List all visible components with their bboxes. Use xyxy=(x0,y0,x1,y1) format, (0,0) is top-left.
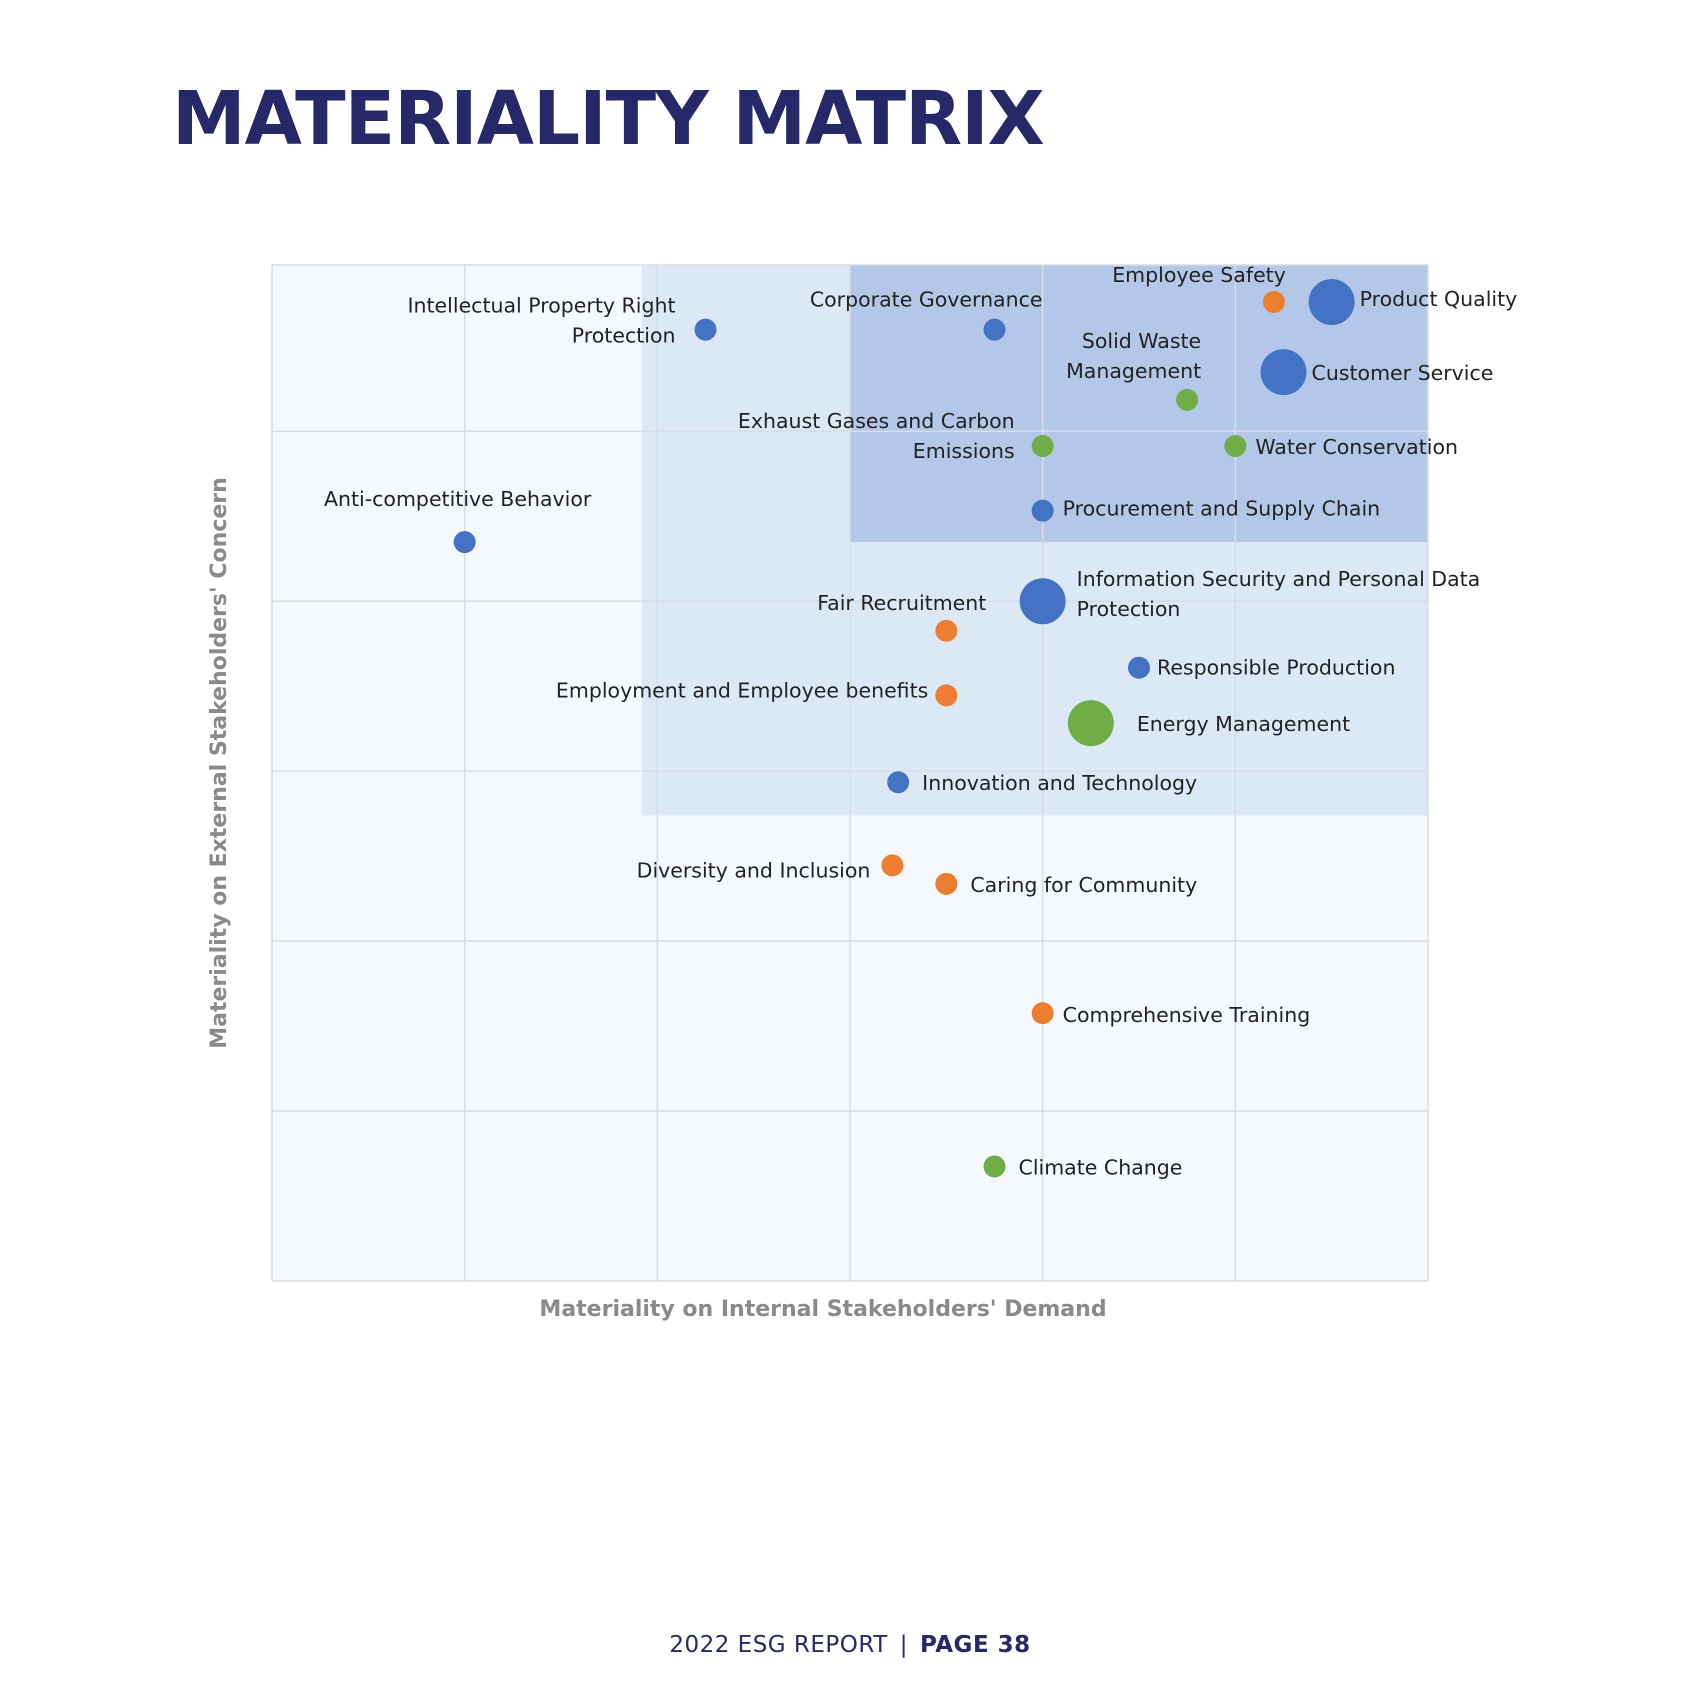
data-label: Exhaust Gases and Carbon Emissions xyxy=(738,409,1015,463)
data-point xyxy=(983,318,1006,341)
data-point xyxy=(935,872,958,895)
data-point xyxy=(935,619,958,642)
data-label: Climate Change xyxy=(1019,1155,1183,1179)
footer-page-number: PAGE 38 xyxy=(920,1632,1031,1658)
data-label: Information Security and Personal Data Pr… xyxy=(1077,567,1481,621)
data-point xyxy=(983,1155,1006,1178)
data-label: Product Quality xyxy=(1360,287,1518,311)
data-point xyxy=(887,771,910,794)
page-title: MATERIALITY MATRIX xyxy=(172,76,1045,162)
data-label: Solid Waste Management xyxy=(1066,329,1201,383)
data-label: Fair Recruitment xyxy=(817,591,986,615)
data-label: Customer Service xyxy=(1312,361,1494,385)
data-label: Corporate Governance xyxy=(810,288,1043,312)
data-label: Water Conservation xyxy=(1255,435,1458,459)
data-label: Employment and Employee benefits xyxy=(556,678,928,702)
data-point xyxy=(1260,349,1307,396)
data-point xyxy=(694,318,717,341)
data-point xyxy=(1128,656,1150,679)
data-point xyxy=(453,531,476,554)
y-axis-title: Materiality on External Stakeholders' Co… xyxy=(207,477,232,1049)
data-point xyxy=(1019,578,1066,625)
data-label: Caring for Community xyxy=(970,873,1197,897)
data-label: Diversity and Inclusion xyxy=(637,858,871,882)
data-point xyxy=(1067,700,1114,747)
data-label: Comprehensive Training xyxy=(1063,1003,1311,1027)
x-axis-title: Materiality on Internal Stakeholders' De… xyxy=(539,1297,1106,1322)
page-footer: 2022 ESG REPORT | PAGE 38 xyxy=(0,1632,1700,1658)
data-label: Innovation and Technology xyxy=(922,771,1197,795)
data-point xyxy=(1224,435,1247,458)
data-point xyxy=(935,684,958,707)
data-point xyxy=(1176,388,1199,411)
data-label: Anti-competitive Behavior xyxy=(324,487,592,511)
data-label: Employee Safety xyxy=(1112,263,1286,287)
data-point xyxy=(1031,1002,1054,1025)
data-point xyxy=(1031,499,1054,522)
data-point xyxy=(1031,435,1054,458)
data-label: Intellectual Property Right Protection xyxy=(407,294,675,348)
data-label: Procurement and Supply Chain xyxy=(1063,497,1381,521)
data-label: Energy Management xyxy=(1137,712,1350,736)
data-point xyxy=(881,854,904,877)
data-point xyxy=(1262,290,1285,313)
footer-separator: | xyxy=(899,1632,909,1658)
footer-report-label: 2022 ESG REPORT xyxy=(669,1632,888,1658)
data-label: Responsible Production xyxy=(1157,656,1395,680)
data-point xyxy=(1308,278,1355,325)
